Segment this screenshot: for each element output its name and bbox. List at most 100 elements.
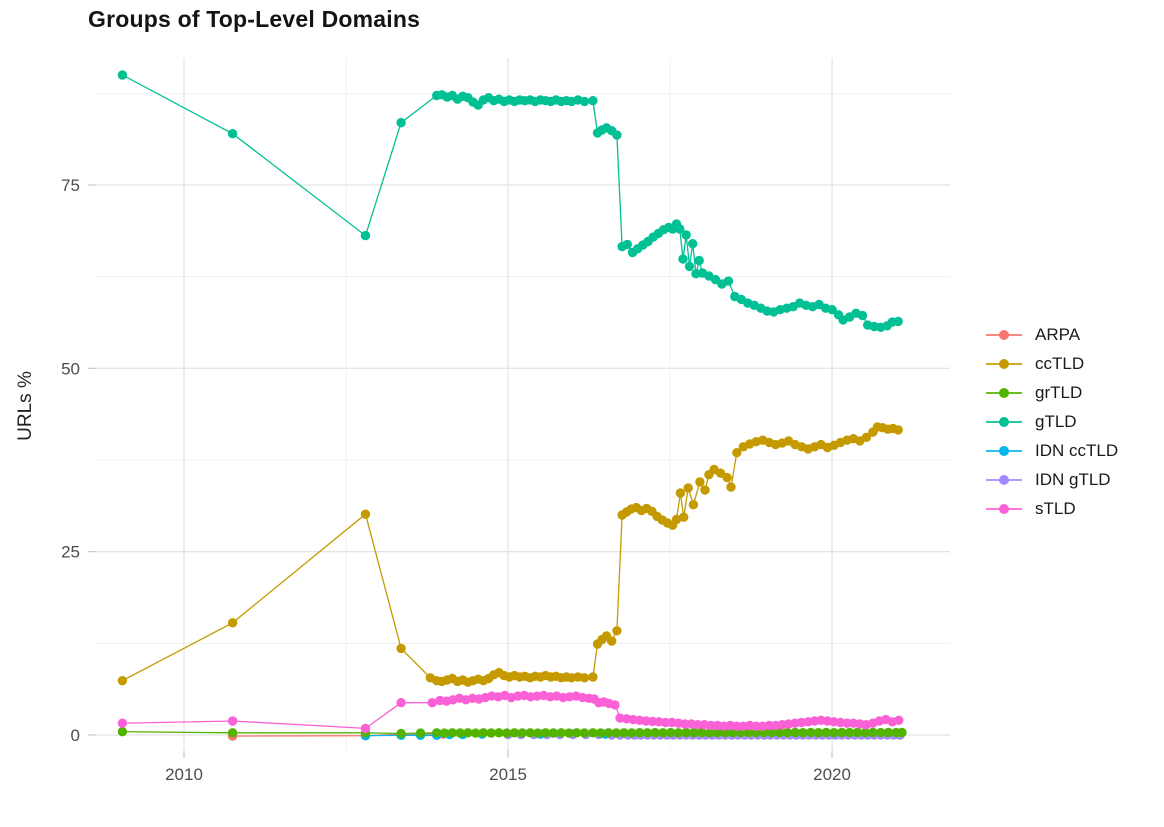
data-point-grtld (852, 727, 862, 738)
data-point-grtld (876, 727, 886, 738)
legend-item-stld: sTLD (986, 494, 1118, 523)
data-point-grtld (627, 728, 637, 738)
data-point-gtld (675, 224, 685, 234)
data-point-grtld (432, 728, 442, 738)
legend-item-cctld: ccTLD (986, 349, 1118, 378)
data-point-stld (894, 715, 904, 725)
chart-title: Groups of Top-Level Domains (88, 6, 421, 32)
legend-label: gTLD (1035, 411, 1077, 431)
y-tick-label: 75 (61, 176, 80, 195)
legend-item-idn-cctld: IDN ccTLD (986, 436, 1118, 465)
legend-key-icon (986, 387, 1022, 399)
data-point-grtld (439, 728, 450, 738)
data-point-grtld (502, 728, 512, 738)
data-point-grtld (533, 728, 543, 738)
legend-key-icon (986, 329, 1022, 341)
data-point-grtld (844, 727, 855, 738)
data-point-grtld (650, 727, 660, 738)
data-point-cctld (861, 432, 872, 442)
data-point-grtld (463, 728, 473, 738)
data-point-grtld (689, 728, 699, 738)
data-point-grtld (673, 728, 684, 738)
data-point-grtld (486, 728, 496, 738)
data-point-grtld (821, 727, 831, 738)
legend-key-icon (986, 358, 1022, 370)
legend-item-arpa: ARPA (986, 320, 1118, 349)
data-point-cctld (722, 472, 732, 483)
x-tick-label: 2010 (165, 765, 203, 784)
data-point-cctld (117, 676, 128, 686)
data-point-grtld (829, 728, 839, 738)
data-point-grtld (790, 727, 800, 738)
data-point-grtld (658, 728, 668, 738)
data-point-cctld (607, 636, 617, 646)
data-point-grtld (634, 728, 645, 738)
data-point-stld (732, 721, 742, 731)
data-point-stld (396, 698, 406, 708)
legend-label: IDN gTLD (1035, 469, 1111, 489)
data-point-gtld (694, 255, 704, 266)
data-point-grtld (494, 728, 504, 738)
legend-key-icon (986, 445, 1022, 457)
data-point-grtld (396, 728, 406, 739)
data-point-grtld (666, 727, 676, 738)
y-tick-label: 50 (61, 359, 80, 378)
data-point-gtld (681, 230, 691, 240)
data-point-grtld (525, 728, 535, 738)
data-point-grtld (603, 728, 614, 738)
data-point-gtld (678, 254, 688, 264)
data-point-cctld (227, 618, 238, 628)
data-point-grtld (415, 728, 426, 738)
data-point-gtld (396, 118, 406, 128)
legend-key-icon (986, 416, 1022, 428)
data-point-cctld (688, 500, 699, 510)
y-tick-label: 25 (61, 543, 80, 562)
x-tick-label: 2015 (489, 765, 527, 784)
legend-label: ccTLD (1035, 353, 1085, 373)
data-point-grtld (751, 728, 761, 738)
data-point-grtld (704, 728, 715, 738)
data-point-cctld (579, 673, 590, 683)
data-point-cctld (732, 448, 742, 458)
data-point-grtld (509, 728, 520, 738)
data-point-gtld (723, 276, 734, 286)
data-point-grtld (806, 727, 816, 738)
data-point-gtld (622, 239, 632, 250)
data-point-grtld (767, 728, 777, 738)
legend-item-grtld: grTLD (986, 378, 1118, 407)
data-point-cctld (671, 514, 682, 525)
data-point-cctld (360, 509, 371, 519)
data-point-grtld (712, 727, 723, 738)
data-point-grtld (579, 728, 590, 738)
legend-key-icon (986, 503, 1022, 515)
data-point-stld (680, 719, 690, 729)
data-point-gtld (612, 130, 622, 140)
data-point-cctld (700, 485, 710, 495)
legend: ARPA ccTLD grTLD gTLD IDN ccTLD IDN gTLD sTLD (986, 320, 1118, 523)
data-point-grtld (642, 728, 653, 738)
data-point-grtld (897, 727, 907, 738)
legend-label: sTLD (1035, 498, 1076, 518)
legend-label: IDN ccTLD (1035, 440, 1119, 460)
data-point-grtld (813, 728, 824, 738)
legend-label: ARPA (1035, 324, 1081, 344)
data-point-grtld (470, 728, 481, 738)
data-point-grtld (478, 728, 489, 738)
data-point-stld (693, 720, 703, 730)
x-tick-label: 2020 (813, 765, 851, 784)
legend-item-gtld: gTLD (986, 407, 1118, 436)
data-point-grtld (782, 728, 792, 738)
data-point-cctld (679, 512, 689, 522)
data-point-cctld (695, 477, 705, 487)
data-point-gtld (117, 70, 128, 80)
data-point-gtld (893, 316, 903, 327)
data-point-stld (227, 716, 238, 726)
data-point-cctld (588, 672, 598, 682)
data-point-gtld (360, 230, 371, 241)
series-line-cctld (122, 426, 899, 683)
data-point-grtld (540, 728, 551, 738)
data-point-grtld (117, 727, 128, 737)
data-point-grtld (564, 728, 574, 738)
data-point-grtld (681, 727, 691, 738)
